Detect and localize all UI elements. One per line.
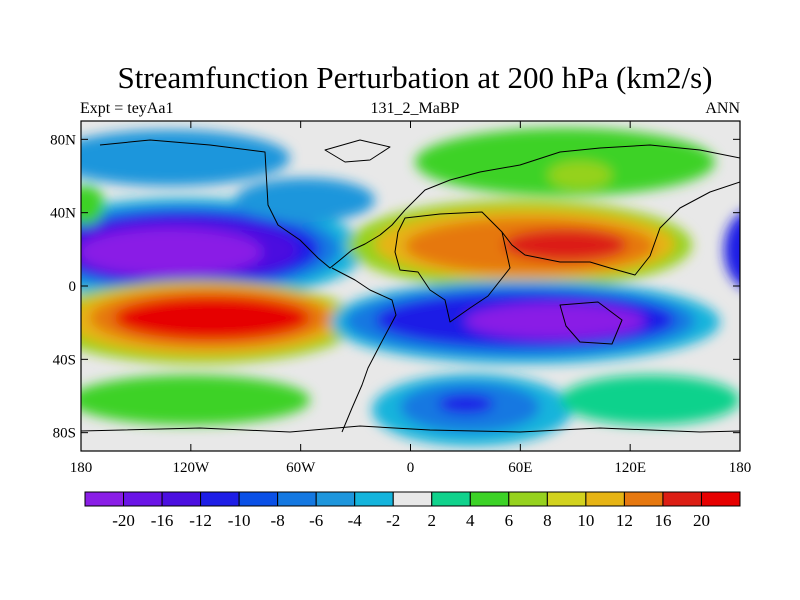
x-tick-label: 120W bbox=[172, 460, 210, 476]
colorbar-label: 12 bbox=[616, 511, 633, 530]
colorbar-label: -4 bbox=[348, 511, 363, 530]
x-tick-label: 120E bbox=[614, 460, 646, 476]
colorbar-label: 8 bbox=[543, 511, 552, 530]
x-tick-label: 180 bbox=[70, 460, 93, 476]
colorbar-label: 2 bbox=[428, 511, 437, 530]
pos-lobe-asia-core bbox=[503, 229, 627, 261]
neg-lobe-pacific-n-core bbox=[81, 228, 262, 276]
colorbar-label: 6 bbox=[505, 511, 514, 530]
y-tick-label: 40S bbox=[53, 352, 76, 368]
colorbar-swatch bbox=[662, 491, 702, 507]
x-tick-label: 180 bbox=[729, 460, 752, 476]
colorbar-swatch bbox=[161, 491, 202, 507]
colorbar-swatch bbox=[123, 491, 163, 507]
colorbar-swatch bbox=[200, 491, 240, 507]
colorbar-swatch bbox=[354, 491, 394, 507]
colorbar-label: -12 bbox=[189, 511, 212, 530]
experiment-label: Expt = teyAa1 bbox=[80, 100, 174, 117]
colorbar-label: -20 bbox=[112, 511, 135, 530]
colorbar-swatch bbox=[700, 491, 741, 507]
south-america-outline bbox=[331, 267, 397, 433]
colorbar-swatch bbox=[431, 491, 471, 507]
colorbar-label: 10 bbox=[577, 511, 594, 530]
colorbar-swatch bbox=[546, 491, 587, 507]
south-indian-band bbox=[560, 375, 740, 425]
south-pacific-band bbox=[81, 375, 310, 425]
colorbar-label: -8 bbox=[271, 511, 285, 530]
colorbar-label: 20 bbox=[693, 511, 710, 530]
north-america-outline bbox=[99, 139, 406, 269]
neg-lobe-indian-core bbox=[465, 303, 645, 339]
season-label: ANN bbox=[705, 100, 740, 117]
eurasia-outline bbox=[404, 144, 740, 276]
y-tick-label: 80N bbox=[50, 132, 76, 148]
colorbar-swatch bbox=[277, 491, 317, 507]
x-tick-label: 60E bbox=[508, 460, 532, 476]
y-tick-label: 40N bbox=[50, 206, 76, 222]
africa-outline bbox=[394, 211, 511, 323]
colorbar-swatch bbox=[623, 491, 664, 507]
x-tick-label: 0 bbox=[407, 460, 415, 476]
antarctica-outline bbox=[81, 425, 740, 433]
east-pacific-neg-edge bbox=[724, 213, 740, 287]
colorbar-swatch bbox=[238, 491, 279, 507]
colorbar-swatch bbox=[84, 491, 125, 507]
colorbar-label: -2 bbox=[386, 511, 400, 530]
north-asia-core bbox=[548, 161, 612, 189]
chart-title: Streamfunction Perturbation at 200 hPa (… bbox=[117, 60, 713, 95]
coastlines bbox=[81, 139, 740, 433]
colorbar-swatch bbox=[315, 491, 356, 507]
colorbar-label: -16 bbox=[151, 511, 174, 530]
axes: 180 120W 60W 0 60E 120E 180 80N 40N 0 40S 80S bbox=[50, 121, 751, 476]
australia-outline bbox=[559, 301, 623, 345]
y-tick-label: 80S bbox=[53, 426, 76, 442]
north-pacific-band bbox=[81, 130, 290, 186]
arctic-islands-outline bbox=[324, 139, 391, 163]
north-atlantic-band bbox=[235, 178, 375, 222]
colorbar-swatch bbox=[392, 491, 433, 507]
neg-center-atlantic-core bbox=[438, 394, 494, 414]
contour-field bbox=[81, 121, 740, 451]
west-edge-green bbox=[81, 185, 105, 225]
x-tick-label: 60W bbox=[286, 460, 316, 476]
colorbar-swatch bbox=[585, 491, 625, 507]
pos-lobe-pacific-s-core bbox=[114, 296, 310, 340]
colorbar-swatch bbox=[469, 491, 510, 507]
case-label: 131_2_MaBP bbox=[370, 100, 460, 117]
colorbar-label: -6 bbox=[309, 511, 323, 530]
north-asia-band bbox=[415, 128, 715, 196]
colorbar-label: 4 bbox=[466, 511, 475, 530]
colorbar-label: -10 bbox=[228, 511, 251, 530]
colorbar: -20 -16 -12 -10 -8 -6 -4 -2 2 4 6 8 10 12 16 20 bbox=[84, 491, 741, 530]
colorbar-label: 16 bbox=[654, 511, 671, 530]
colorbar-swatch bbox=[508, 491, 548, 507]
y-tick-label: 0 bbox=[69, 279, 77, 295]
